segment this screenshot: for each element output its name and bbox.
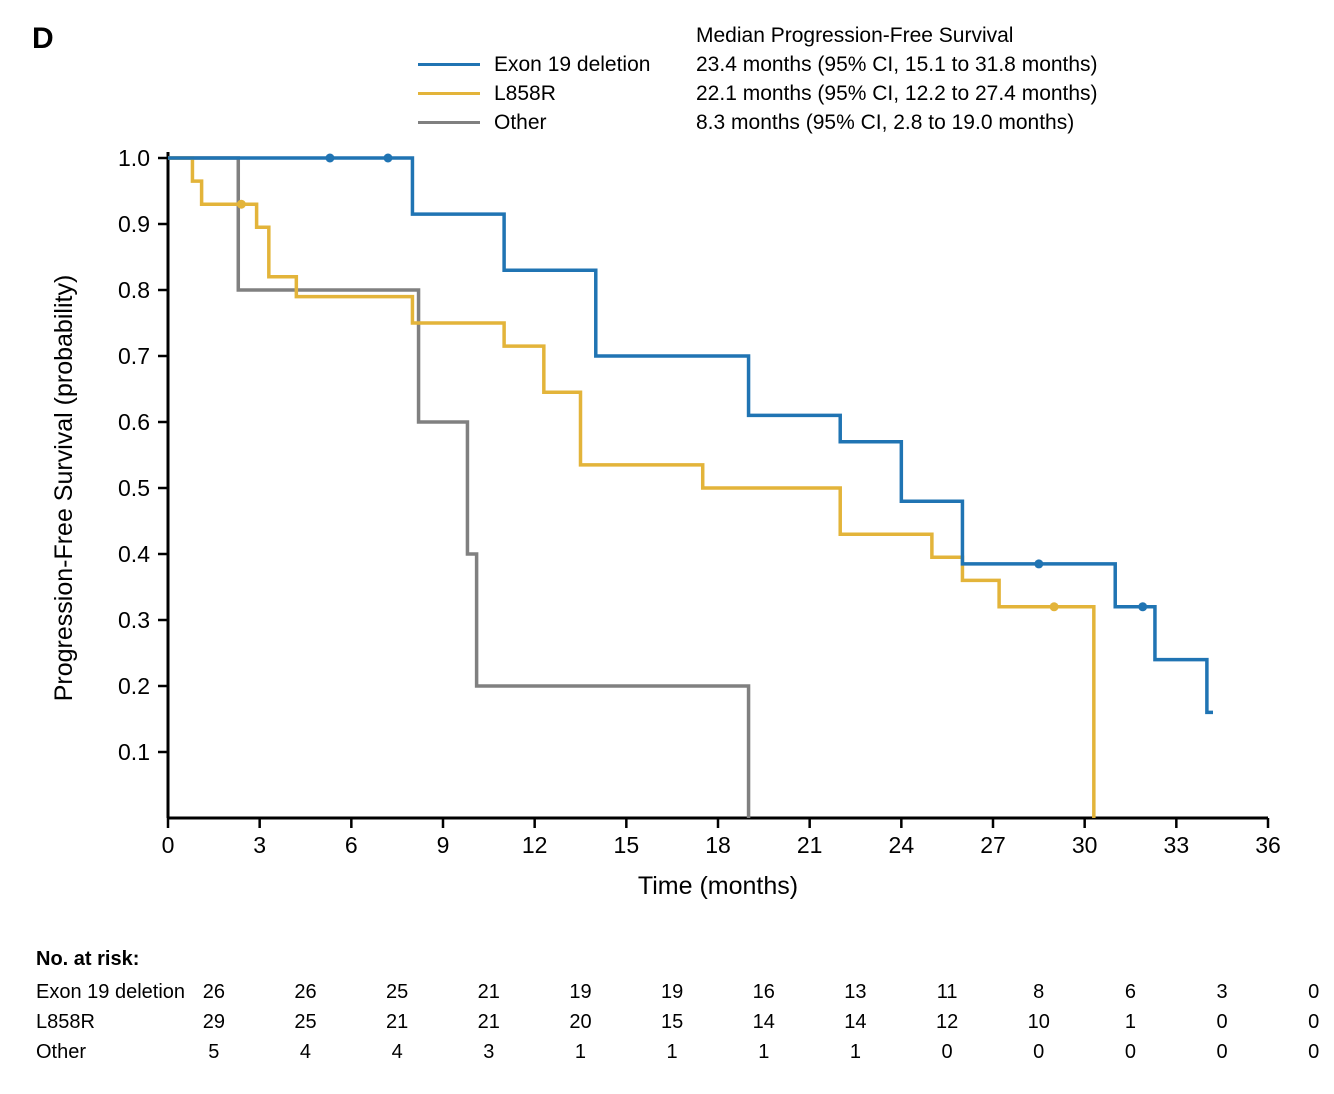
risk-cell: 1 xyxy=(535,1041,627,1064)
risk-cell: 12 xyxy=(901,1011,993,1034)
risk-row: Other5443111100000 xyxy=(36,1037,1334,1067)
figure-container: D Median Progression-Free Survival Exon … xyxy=(0,0,1334,1094)
svg-text:Time (months): Time (months) xyxy=(638,872,798,900)
svg-text:9: 9 xyxy=(437,832,450,858)
svg-text:0.2: 0.2 xyxy=(118,673,150,699)
risk-cell: 8 xyxy=(993,981,1085,1004)
svg-text:36: 36 xyxy=(1255,832,1281,858)
risk-cell: 1 xyxy=(1085,1011,1177,1034)
km-chart: 0.10.20.30.40.50.60.70.80.91.00369121518… xyxy=(0,0,1334,920)
svg-text:33: 33 xyxy=(1164,832,1190,858)
svg-text:15: 15 xyxy=(614,832,640,858)
risk-cell: 3 xyxy=(1176,981,1268,1004)
risk-cell: 0 xyxy=(1268,1041,1334,1064)
svg-text:0.3: 0.3 xyxy=(118,607,150,633)
risk-cell: 0 xyxy=(1176,1041,1268,1064)
risk-cell: 6 xyxy=(1085,981,1177,1004)
risk-cell: 3 xyxy=(443,1041,535,1064)
risk-cell: 1 xyxy=(718,1041,810,1064)
svg-text:Progression-Free Survival (pro: Progression-Free Survival (probability) xyxy=(50,275,78,702)
svg-text:3: 3 xyxy=(253,832,266,858)
svg-text:21: 21 xyxy=(797,832,823,858)
risk-cell: 1 xyxy=(626,1041,718,1064)
risk-row: L858R29252121201514141210100 xyxy=(36,1007,1334,1037)
svg-text:0.7: 0.7 xyxy=(118,343,150,369)
svg-text:0.4: 0.4 xyxy=(118,541,150,567)
risk-cell: 0 xyxy=(993,1041,1085,1064)
risk-cell: 13 xyxy=(810,981,902,1004)
svg-text:0.9: 0.9 xyxy=(118,211,150,237)
risk-cell: 19 xyxy=(535,981,627,1004)
svg-text:24: 24 xyxy=(889,832,915,858)
risk-cell: 10 xyxy=(993,1011,1085,1034)
svg-text:27: 27 xyxy=(980,832,1006,858)
svg-text:18: 18 xyxy=(705,832,731,858)
risk-cell: 29 xyxy=(168,1011,260,1034)
risk-cell: 16 xyxy=(718,981,810,1004)
risk-cell: 0 xyxy=(1268,1011,1334,1034)
risk-cell: 1 xyxy=(810,1041,902,1064)
risk-cell: 0 xyxy=(1176,1011,1268,1034)
risk-cell: 25 xyxy=(260,1011,352,1034)
risk-cell: 19 xyxy=(626,981,718,1004)
risk-cell: 0 xyxy=(901,1041,993,1064)
svg-text:0.5: 0.5 xyxy=(118,475,150,501)
risk-cell: 15 xyxy=(626,1011,718,1034)
risk-cell: 21 xyxy=(351,1011,443,1034)
svg-text:0.6: 0.6 xyxy=(118,409,150,435)
risk-cell: 0 xyxy=(1268,981,1334,1004)
svg-text:0.1: 0.1 xyxy=(118,739,150,765)
risk-cell: 11 xyxy=(901,981,993,1004)
risk-table: No. at risk: Exon 19 deletion26262521191… xyxy=(36,948,1334,1067)
risk-table-header: No. at risk: xyxy=(36,948,1334,971)
svg-text:30: 30 xyxy=(1072,832,1098,858)
risk-cell: 14 xyxy=(718,1011,810,1034)
svg-text:12: 12 xyxy=(522,832,548,858)
risk-cell: 0 xyxy=(1085,1041,1177,1064)
risk-cell: 5 xyxy=(168,1041,260,1064)
svg-text:0: 0 xyxy=(162,832,175,858)
risk-cell: 4 xyxy=(351,1041,443,1064)
risk-cell: 26 xyxy=(260,981,352,1004)
risk-cell: 21 xyxy=(443,1011,535,1034)
svg-text:6: 6 xyxy=(345,832,358,858)
risk-row: Exon 19 deletion2626252119191613118630 xyxy=(36,977,1334,1007)
svg-text:1.0: 1.0 xyxy=(118,145,150,171)
risk-cell: 14 xyxy=(810,1011,902,1034)
risk-cell: 20 xyxy=(535,1011,627,1034)
risk-cell: 21 xyxy=(443,981,535,1004)
risk-cell: 25 xyxy=(351,981,443,1004)
svg-text:0.8: 0.8 xyxy=(118,277,150,303)
risk-cell: 4 xyxy=(260,1041,352,1064)
risk-cell: 26 xyxy=(168,981,260,1004)
